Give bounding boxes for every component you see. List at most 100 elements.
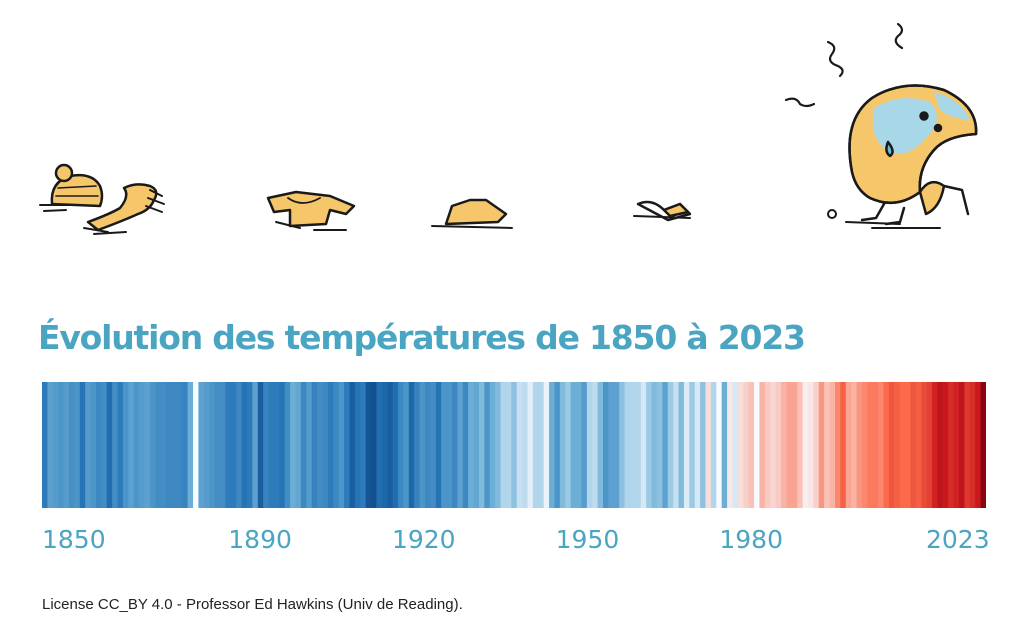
stripe-1879	[198, 382, 205, 508]
stripe-1906	[344, 382, 351, 508]
stripe-2009	[899, 382, 906, 508]
stripe-1853	[58, 382, 65, 508]
stripe-1991	[802, 382, 809, 508]
stripe-1875	[176, 382, 183, 508]
stripe-1912	[376, 382, 383, 508]
stripe-1986	[775, 382, 782, 508]
stripe-1970	[689, 382, 696, 508]
stripe-1957	[619, 382, 626, 508]
stripe-1871	[155, 382, 162, 508]
stripe-1974	[710, 382, 717, 508]
tick-label-1980: 1980	[719, 525, 783, 554]
stripe-1947	[565, 382, 572, 508]
hat-icon	[39, 163, 104, 212]
stripe-1987	[781, 382, 788, 508]
stripe-1964	[656, 382, 663, 508]
stripe-1850	[42, 382, 48, 508]
stripe-1922	[430, 382, 437, 508]
stripe-1948	[570, 382, 577, 508]
stripe-1928	[462, 382, 469, 508]
stripe-1901	[317, 382, 324, 508]
stripe-1931	[478, 382, 485, 508]
stripe-1929	[468, 382, 475, 508]
stripe-1903	[327, 382, 334, 508]
stripe-1924	[441, 382, 448, 508]
stripe-1949	[576, 382, 583, 508]
stripe-1925	[446, 382, 453, 508]
stripe-1939	[522, 382, 529, 508]
stripe-1914	[387, 382, 394, 508]
stripe-2006	[883, 382, 890, 508]
license-footer: License CC_BY 4.0 - Professor Ed Hawkins…	[42, 596, 463, 613]
stripe-1899	[306, 382, 313, 508]
stripe-2017	[942, 382, 949, 508]
tick-label-2023: 2023	[926, 525, 990, 554]
stripe-1976	[721, 382, 728, 508]
stripe-1997	[834, 382, 841, 508]
stripe-2020	[959, 382, 966, 508]
stripe-1869	[144, 382, 151, 508]
stripe-1927	[457, 382, 464, 508]
stripe-1933	[489, 382, 496, 508]
stripe-2024	[980, 382, 986, 508]
stripe-1873	[166, 382, 173, 508]
stripe-1982	[754, 382, 761, 508]
stripe-2012	[915, 382, 922, 508]
stripe-1876	[182, 382, 189, 508]
stripe-1952	[592, 382, 599, 508]
stripe-1860	[95, 382, 102, 508]
stripe-1868	[139, 382, 146, 508]
stripe-1981	[748, 382, 755, 508]
stripe-1942	[538, 382, 545, 508]
stripe-1909	[360, 382, 367, 508]
stripe-1888	[246, 382, 253, 508]
sweating-earth-icon	[784, 22, 978, 229]
stripe-1944	[549, 382, 556, 508]
stripe-1880	[203, 382, 210, 508]
stripe-1864	[117, 382, 124, 508]
stripe-1977	[727, 382, 734, 508]
stripe-1854	[63, 382, 70, 508]
stripe-1883	[220, 382, 227, 508]
stripe-1887	[241, 382, 248, 508]
stripe-2010	[905, 382, 912, 508]
stripe-1902	[322, 382, 329, 508]
clothes-shedding-illustration	[39, 22, 978, 235]
stripe-1872	[160, 382, 167, 508]
stripe-1934	[495, 382, 502, 508]
stripe-1975	[716, 382, 723, 508]
stripe-1916	[398, 382, 405, 508]
stripe-1993	[813, 382, 820, 508]
stripe-1921	[424, 382, 431, 508]
stripe-1889	[252, 382, 259, 508]
stripe-2015	[932, 382, 939, 508]
underwear-icon	[633, 200, 692, 222]
tick-label-1890: 1890	[228, 525, 292, 554]
stripe-1968	[678, 382, 685, 508]
stripe-2002	[861, 382, 868, 508]
stripe-1978	[732, 382, 739, 508]
stripe-1941	[532, 382, 539, 508]
stripe-1923	[435, 382, 442, 508]
stripe-1996	[829, 382, 836, 508]
stripe-1894	[279, 382, 286, 508]
t-shirt-icon	[431, 198, 513, 229]
stripe-1980	[743, 382, 750, 508]
stripe-1915	[392, 382, 399, 508]
stripe-1867	[133, 382, 140, 508]
stripe-2004	[872, 382, 879, 508]
stripe-2001	[856, 382, 863, 508]
stripe-1885	[230, 382, 237, 508]
stripe-1966	[667, 382, 674, 508]
stripe-2021	[964, 382, 971, 508]
stripe-1878	[193, 382, 200, 508]
stripe-1945	[554, 382, 561, 508]
stripe-2019	[953, 382, 960, 508]
stripe-1962	[646, 382, 653, 508]
stripe-1870	[149, 382, 156, 508]
stripe-2000	[851, 382, 858, 508]
stripe-1861	[101, 382, 108, 508]
stripe-1911	[371, 382, 378, 508]
stripe-1910	[365, 382, 372, 508]
stripe-1973	[705, 382, 712, 508]
